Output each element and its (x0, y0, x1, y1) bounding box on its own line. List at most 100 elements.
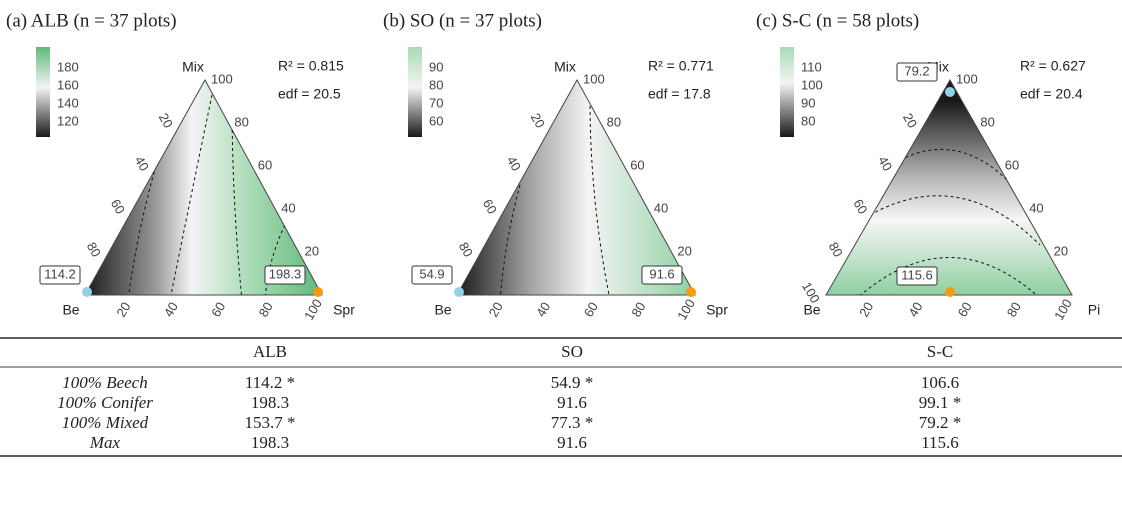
axis-tick-label: 80 (234, 114, 248, 129)
triangle (84, 78, 323, 296)
vertex-label: Pi (1088, 302, 1100, 318)
point (313, 287, 323, 297)
contour (169, 94, 213, 295)
vertex-label: Spr (706, 302, 728, 318)
axis-tick-label: 20 (113, 299, 133, 319)
axis-tick-label: 60 (258, 157, 272, 172)
panel-title: (a) ALB (n = 37 plots) (6, 10, 177, 31)
axis-tick-label: 20 (528, 110, 548, 130)
r-squared: R² = 0.627 (1020, 58, 1086, 74)
point-label-box (641, 265, 683, 285)
vertex-label: Be (62, 302, 79, 318)
table-header: S-C (927, 342, 953, 361)
point-label: 115.6 (901, 267, 933, 282)
axis-tick-label: 80 (628, 299, 648, 319)
axis-tick-label: 60 (1005, 157, 1019, 172)
table-cell: 99.1 * (919, 393, 962, 412)
axis-tick-label: 80 (826, 239, 846, 259)
axis-tick-label: 40 (504, 153, 524, 173)
point (454, 287, 464, 297)
point-label-box (896, 62, 938, 82)
vertex-label: Be (434, 302, 451, 318)
contour (499, 184, 521, 295)
colorbar-label: 100 (801, 77, 823, 92)
axis-tick-label: 80 (256, 299, 276, 319)
table-cell: 153.7 * (245, 413, 296, 432)
panel-title: (b) SO (n = 37 plots) (383, 10, 542, 31)
r-squared: R² = 0.771 (648, 58, 714, 74)
axis-tick-label: 60 (850, 196, 870, 216)
point-label-box (411, 265, 453, 285)
colorbar-label: 70 (429, 95, 443, 110)
colorbar-label: 140 (57, 95, 79, 110)
vertex-label: Mix (182, 59, 204, 75)
point-label: 91.6 (649, 266, 674, 281)
colorbar-label: 90 (429, 59, 443, 74)
edf: edf = 17.8 (648, 86, 711, 102)
table-cell: 198.3 (251, 393, 289, 412)
axis-tick-label: 100 (211, 71, 233, 86)
axis-tick-label: 40 (533, 299, 553, 319)
edf: edf = 20.5 (278, 86, 341, 102)
table-header: SO (561, 342, 583, 361)
axis-tick-label: 100 (301, 296, 325, 322)
axis-tick-label: 80 (456, 239, 476, 259)
point (945, 287, 955, 297)
axis-tick-label: 100 (583, 71, 605, 86)
colorbar-label: 90 (801, 95, 815, 110)
axis-tick-label: 40 (875, 153, 895, 173)
row-label: 100% Mixed (62, 413, 149, 432)
vertex-label: Spr (333, 302, 355, 318)
point-label-box (39, 265, 81, 285)
axis-tick-label: 60 (208, 299, 228, 319)
axis-tick-label: 60 (480, 196, 500, 216)
point-label: 198.3 (269, 266, 302, 281)
contour (869, 195, 1041, 246)
point (686, 287, 696, 297)
edf: edf = 20.4 (1020, 86, 1083, 102)
table-cell: 198.3 (251, 433, 289, 452)
contour (264, 224, 286, 295)
ternary-a (36, 47, 323, 296)
panel-title: (c) S-C (n = 58 plots) (756, 10, 919, 31)
table-cell: 77.3 * (551, 413, 594, 432)
table-cell: 115.6 (921, 433, 959, 452)
axis-tick-label: 20 (486, 299, 506, 319)
colorbar-label: 180 (57, 59, 79, 74)
axis-tick-label: 100 (1051, 296, 1075, 322)
table-cell: 114.2 * (245, 373, 295, 392)
table-cell: 54.9 * (551, 373, 594, 392)
colorbar-label: 110 (801, 59, 822, 74)
axis-tick-label: 40 (654, 200, 668, 215)
axis-tick-label: 80 (607, 114, 621, 129)
colorbar (36, 47, 50, 137)
row-label: 100% Conifer (57, 393, 153, 412)
colorbar-label: 120 (57, 113, 79, 128)
axis-tick-label: 40 (1029, 200, 1043, 215)
colorbar-label: 160 (57, 77, 79, 92)
contour (127, 119, 171, 295)
axis-tick-label: 60 (581, 299, 601, 319)
point-label-box (896, 266, 938, 286)
vertex-label: Mix (554, 59, 576, 75)
colorbar-label: 80 (429, 77, 443, 92)
point (945, 87, 955, 97)
axis-tick-label: 60 (630, 157, 644, 172)
colorbar (408, 47, 422, 137)
axis-tick-label: 40 (281, 200, 295, 215)
axis-tick-label: 20 (156, 110, 176, 130)
contour (899, 148, 1013, 186)
colorbar (780, 47, 794, 137)
point-label-box (264, 265, 306, 285)
table-cell: 106.6 (921, 373, 959, 392)
axis-tick-label: 40 (161, 299, 181, 319)
axis-tick-label: 60 (955, 299, 975, 319)
point-label: 54.9 (419, 266, 444, 281)
axis-tick-label: 80 (84, 239, 104, 259)
colorbar-label: 80 (801, 113, 815, 128)
ternary-c (780, 47, 1073, 296)
table-cell: 79.2 * (919, 413, 962, 432)
axis-tick-label: 60 (108, 196, 128, 216)
axis-tick-label: 80 (980, 114, 994, 129)
